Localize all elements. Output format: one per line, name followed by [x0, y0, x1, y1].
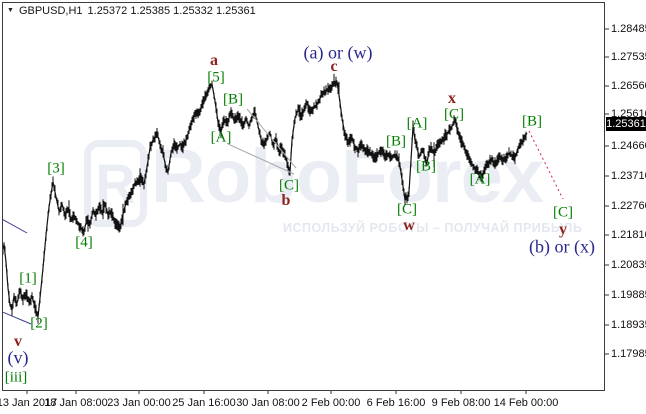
wave-label: w	[403, 217, 415, 234]
symbol-timeframe-label: GBPUSD,H1	[18, 4, 83, 17]
chart-title-row: ▼ GBPUSD,H1 1.25372 1.25385 1.25332 1.25…	[7, 4, 256, 17]
price-axis-label: 1.27535	[611, 51, 646, 63]
roboforex-tagline-watermark: ИСПОЛЬЗУЙ РОБОТЫ – ПОЛУЧАЙ ПРИБЫЛЬ	[283, 221, 583, 235]
wave-label: [4]	[75, 234, 93, 251]
wave-label: [B]	[522, 113, 542, 130]
wave-label: [C]	[397, 201, 417, 218]
wave-label: (a) or (w)	[303, 42, 373, 63]
wave-label: [1]	[19, 270, 37, 287]
price-axis-label: 1.24660	[611, 140, 646, 152]
time-axis-label: 9 Feb 08:00	[431, 397, 491, 409]
price-axis-label: 1.17985	[611, 348, 646, 360]
wave-label: [B]	[416, 158, 436, 175]
roboforex-logo-letter: R	[95, 151, 136, 215]
time-axis-label: 18 Jan 08:00	[44, 397, 108, 409]
wave-label: [C]	[553, 204, 573, 221]
wave-label: [A]	[210, 129, 232, 146]
chart-plot-border	[2, 2, 605, 391]
chart-collapse-icon[interactable]: ▼	[7, 6, 14, 14]
price-axis-label: 1.22760	[611, 200, 646, 212]
time-axis-label: 14 Feb 00:00	[493, 397, 559, 409]
wave-label: [3]	[47, 160, 65, 177]
time-axis-label: 23 Jan 00:00	[107, 397, 171, 409]
wave-label: y	[559, 221, 567, 238]
time-axis-label: 6 Feb 16:00	[366, 397, 426, 409]
wave-label: [iii]	[4, 369, 28, 386]
wave-label: [A]	[469, 171, 491, 188]
price-axis-label: 1.28485	[611, 23, 646, 35]
wave-label: a	[210, 52, 218, 69]
wave-label: x	[448, 90, 456, 107]
current-price-box: 1.25361	[606, 117, 646, 131]
ohlc-values-label: 1.25372 1.25385 1.25332 1.25361	[87, 4, 256, 17]
wave-label: c	[330, 58, 338, 75]
wave-label: [B]	[386, 133, 406, 150]
price-axis-label: 1.20835	[611, 259, 646, 271]
price-axis-label: 1.18935	[611, 319, 646, 331]
time-axis-label: 25 Jan 16:00	[172, 397, 236, 409]
wave-label: (b) or (x)	[529, 236, 595, 257]
price-axis-label: 1.26560	[611, 80, 646, 92]
wave-label: (v)	[7, 347, 29, 368]
wave-label: b	[281, 192, 291, 209]
wave-label: [C]	[444, 106, 464, 123]
wave-label: [2]	[30, 315, 48, 332]
wave-label: v	[14, 333, 22, 350]
price-axis-label: 1.19885	[611, 289, 646, 301]
time-axis-label: 13 Jan 2017	[0, 397, 58, 409]
wave-label: [B]	[223, 91, 243, 108]
time-axis-label: 30 Jan 08:00	[236, 397, 300, 409]
wave-label: [5]	[207, 69, 225, 86]
price-axis-label: 1.23710	[611, 170, 646, 182]
wave-label: [A]	[406, 115, 428, 132]
price-axis-label: 1.21810	[611, 229, 646, 241]
wave-label: [C]	[279, 177, 299, 194]
time-axis-label: 2 Feb 00:00	[301, 397, 361, 409]
